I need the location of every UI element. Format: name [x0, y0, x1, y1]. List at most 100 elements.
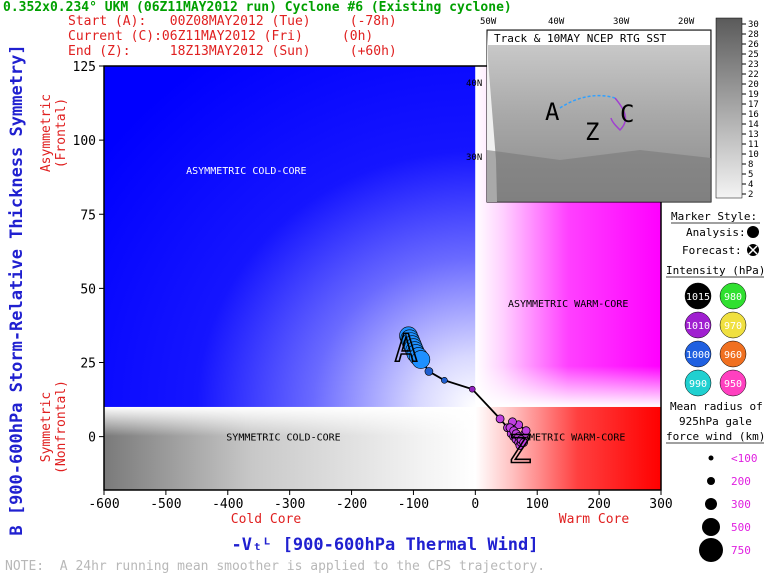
intensity-label: 980 — [724, 292, 742, 303]
colorbar-tick-label: 28 — [748, 30, 759, 40]
radius-swatch — [705, 498, 717, 510]
inset-letter-z: Z — [585, 118, 599, 146]
y-tick-label: 75 — [80, 208, 96, 223]
radius-swatch — [702, 518, 720, 536]
x-tick-label: 0 — [471, 497, 479, 512]
colorbar-tick-label: 25 — [748, 50, 759, 60]
quadrant-label: ASYMMETRIC COLD-CORE — [186, 166, 306, 177]
intensity-label: 970 — [724, 321, 742, 332]
y-tick-label: 0 — [88, 431, 96, 446]
x-tick-label: -400 — [212, 497, 243, 512]
forecast-point — [519, 438, 529, 447]
intensity-label: 990 — [689, 379, 707, 390]
quadrant-label: ASYMMETRIC WARM-CORE — [508, 299, 628, 310]
forecast-point — [521, 426, 531, 436]
inset-track-analysis — [559, 94, 616, 109]
legend-forecast-label: Forecast: — [682, 244, 742, 257]
y-tick-label: 100 — [73, 134, 96, 149]
inset-lon-20w: 20W — [678, 17, 695, 27]
svg-text:(Nonfrontal): (Nonfrontal) — [54, 380, 69, 474]
intensity-swatch — [684, 340, 712, 368]
x-tick-label: 200 — [587, 497, 610, 512]
analysis-point — [411, 350, 431, 369]
radius-label: 300 — [731, 498, 751, 511]
symmetric-warm-region — [475, 406, 661, 490]
inset-lon-50w: 50W — [480, 17, 497, 27]
quadrant-label: SYMMETRIC COLD-CORE — [226, 433, 340, 444]
analysis-point — [468, 385, 476, 393]
colorbar-tick-label: 16 — [748, 110, 759, 120]
colorbar-tick-label: 17 — [748, 100, 759, 110]
y-tick-label: 125 — [73, 60, 96, 75]
radius-label: 750 — [731, 544, 751, 557]
x-tick-label: 300 — [649, 497, 672, 512]
intensity-label: 960 — [724, 350, 742, 361]
legend-radius-title-3: force wind (km): — [666, 430, 768, 443]
end-line: End (Z): 18Z13MAY2012 (Sun) (+60h) — [68, 44, 397, 59]
radius-swatch — [707, 477, 715, 485]
x-tick-label: -100 — [398, 497, 429, 512]
y-asym-label: Asymmetric (Frontal) — [39, 94, 69, 172]
inset-title: Track & 10MAY NCEP RTG SST — [494, 32, 667, 45]
x-tick-label: -600 — [88, 497, 119, 512]
current-line: Current (C):06Z11MAY2012 (Fri) (0h) — [68, 29, 373, 44]
intensity-swatch — [719, 340, 747, 368]
colorbar-tick-label: 19 — [748, 90, 759, 100]
y-sym-label: Symmetric (Nonfrontal) — [39, 380, 69, 474]
x-tick-label: -500 — [150, 497, 181, 512]
colorbar-tick-label: 10 — [748, 150, 759, 160]
symmetric-cold-fade — [104, 406, 476, 490]
svg-text:(Frontal): (Frontal) — [54, 98, 69, 168]
radius-label: 500 — [731, 521, 751, 534]
colorbar-tick-label: 14 — [748, 120, 759, 130]
quadrant-label: SYMMETRIC WARM-CORE — [511, 433, 625, 444]
analysis-point — [424, 367, 434, 376]
x-axis-title: -Vₜᴸ [900-600hPa Thermal Wind] — [231, 535, 538, 555]
forecast-marker-icon — [747, 244, 759, 256]
svg-text:Asymmetric: Asymmetric — [39, 94, 54, 172]
colorbar-tick-label: 8 — [748, 160, 753, 170]
legend-radius-title-1: Mean radius of — [670, 400, 763, 413]
analysis-marker-icon — [747, 226, 759, 238]
intensity-label: 1010 — [686, 321, 710, 332]
x-warm-label: Warm Core — [559, 512, 630, 527]
intensity-swatch — [719, 369, 747, 397]
intensity-label: 1015 — [686, 292, 710, 303]
inset-warm-sea — [487, 150, 711, 202]
forecast-point — [495, 414, 505, 424]
radius-label: 200 — [731, 475, 751, 488]
legend: Marker Style: Analysis: Forecast: Intens… — [666, 210, 768, 562]
inset-lat-30n: 30N — [466, 153, 482, 163]
track-letter-z: Z — [508, 427, 531, 471]
radius-swatch — [699, 538, 723, 562]
analysis-point — [441, 376, 448, 384]
x-tick-label: -200 — [336, 497, 367, 512]
colorbar-tick-label: 4 — [748, 180, 753, 190]
radius-label: <100 — [731, 452, 758, 465]
legend-marker-title: Marker Style: — [671, 210, 757, 223]
colorbar-tick-label: 11 — [748, 140, 759, 150]
track-letter-a: A — [395, 327, 418, 371]
x-tick-label: 100 — [525, 497, 548, 512]
inset-track-forecast — [610, 97, 627, 132]
inset-map: Track & 10MAY NCEP RTG SST 50W 40W 30W 2… — [466, 17, 759, 203]
intensity-swatch — [684, 282, 712, 310]
inset-letter-c: C — [620, 100, 634, 128]
intensity-label: 1000 — [686, 350, 710, 361]
chart-title: 0.352x0.234° UKM (06Z11MAY2012 run) Cycl… — [3, 0, 512, 15]
intensity-label: 950 — [724, 379, 742, 390]
inset-letter-a: A — [545, 98, 560, 126]
colorbar-tick-label: 23 — [748, 60, 759, 70]
inset-title-box — [488, 31, 710, 45]
radius-swatch — [708, 455, 714, 461]
legend-intensity-title: Intensity (hPa): — [666, 264, 768, 277]
intensity-swatch — [684, 311, 712, 339]
colorbar-tick-label: 5 — [748, 170, 753, 180]
colorbar-tick-label: 30 — [748, 20, 759, 30]
inset-lon-30w: 30W — [613, 17, 630, 27]
colorbar-tick-label: 20 — [748, 80, 759, 90]
colorbar-tick-label: 26 — [748, 40, 759, 50]
inset-lat-40n: 40N — [466, 79, 482, 89]
